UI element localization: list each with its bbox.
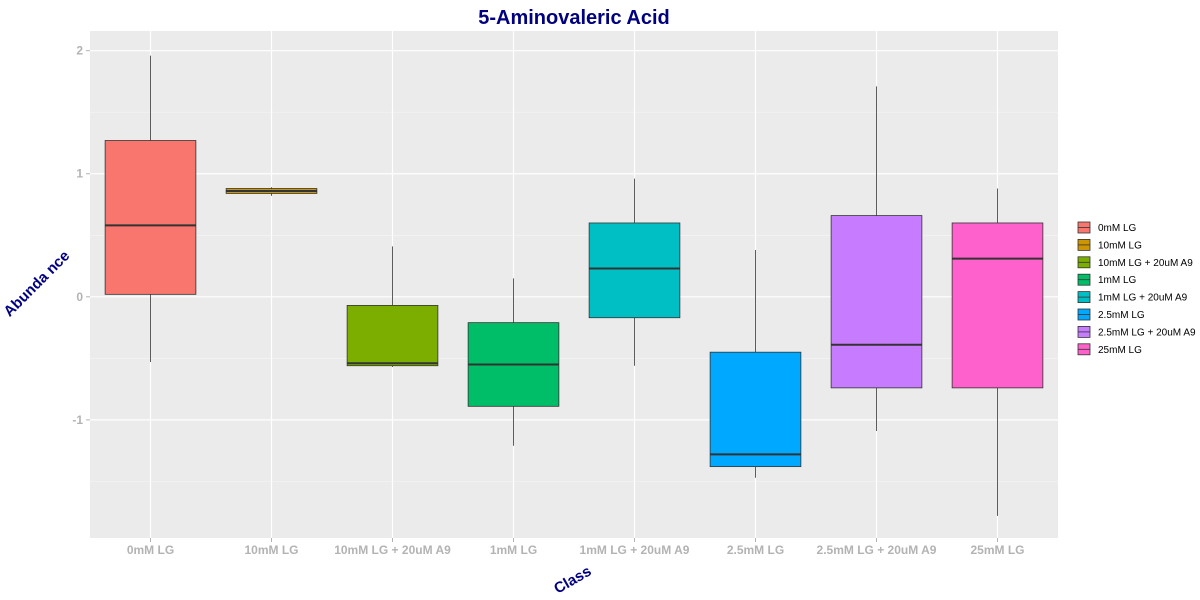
box-body [709, 351, 802, 468]
box-8 [951, 188, 1044, 516]
box-body [951, 222, 1044, 389]
legend-item-7: 2.5mM LG + 20uM A9 [1077, 325, 1196, 338]
legend-item-1: 0mM LG [1077, 221, 1137, 234]
legend-label: 10mM LG [1098, 240, 1142, 251]
box-7 [830, 86, 923, 431]
x-tick-label: 10mM LG [244, 543, 298, 557]
y-tick-label: 2 [76, 44, 83, 58]
legend-item-8: 25mM LG [1077, 343, 1142, 356]
y-axis-title: Abunda nce [0, 247, 73, 320]
legend-label: 2.5mM LG + 20uM A9 [1098, 327, 1196, 338]
legend-label: 25mM LG [1098, 345, 1142, 356]
box-body [830, 215, 923, 389]
chart-title: 5-Aminovaleric Acid [478, 7, 670, 29]
y-tick-label: 0 [76, 290, 83, 304]
legend-item-4: 1mM LG [1077, 273, 1137, 286]
x-tick-label: 1mM LG [490, 543, 537, 557]
legend-label: 2.5mM LG [1098, 310, 1145, 321]
box-body [588, 222, 681, 319]
x-axis: 0mM LG 10mM LG 10mM LG + 20uM A9 1mM LG 1mM … [127, 538, 1025, 557]
legend-item-3: 10mM LG + 20uM A9 [1077, 256, 1193, 269]
box-5 [588, 178, 681, 366]
x-tick-label: 2.5mM LG + 20uM A9 [817, 543, 937, 557]
box-2 [225, 187, 318, 196]
box-1 [104, 55, 197, 363]
legend-item-6: 2.5mM LG [1077, 308, 1145, 321]
legend-item-5: 1mM LG + 20uM A9 [1077, 291, 1188, 304]
legend: 0mM LG 10mM LG 10mM LG + 20uM A9 1mM LG 1mM … [1077, 221, 1196, 356]
x-tick-label: 10mM LG + 20uM A9 [334, 543, 451, 557]
legend-label: 1mM LG + 20uM A9 [1098, 293, 1188, 304]
legend-item-2: 10mM LG [1077, 238, 1142, 251]
box-body [104, 140, 197, 295]
box-4 [467, 278, 560, 446]
box-6 [709, 250, 802, 478]
y-axis: 2 1 0 -1 [72, 44, 90, 427]
box-3 [346, 246, 439, 367]
box-body [346, 305, 439, 367]
x-tick-label: 1mM LG + 20uM A9 [580, 543, 690, 557]
y-tick-label: -1 [72, 413, 83, 427]
x-axis-title: Class [551, 563, 594, 598]
legend-label: 0mM LG [1098, 223, 1137, 234]
legend-label: 10mM LG + 20uM A9 [1098, 258, 1193, 269]
x-tick-label: 2.5mM LG [727, 543, 784, 557]
x-tick-label: 0mM LG [127, 543, 174, 557]
y-tick-label: 1 [76, 167, 83, 181]
boxes [104, 55, 1044, 516]
legend-label: 1mM LG [1098, 275, 1137, 286]
x-tick-label: 25mM LG [970, 543, 1024, 557]
